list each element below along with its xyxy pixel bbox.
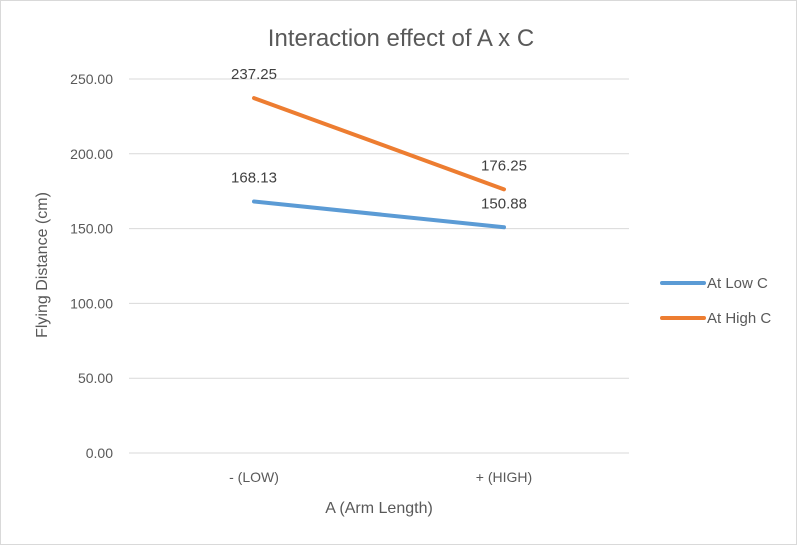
series-line-0 — [252, 199, 506, 230]
series-line-1 — [252, 96, 506, 192]
data-label: 168.13 — [231, 169, 277, 186]
y-tick-label: 0.00 — [86, 445, 113, 461]
y-tick-label: 250.00 — [70, 71, 113, 87]
legend-label: At High C — [707, 310, 771, 327]
x-axis-title: A (Arm Length) — [325, 500, 433, 517]
x-tick-label: + (HIGH) — [476, 469, 532, 485]
x-tick-label: - (LOW) — [229, 469, 279, 485]
x-tick-labels: - (LOW) + (HIGH) — [229, 469, 532, 485]
legend-label: At Low C — [707, 275, 768, 292]
y-tick-label: 100.00 — [70, 295, 113, 311]
legend: At Low C At High C — [660, 275, 771, 327]
y-tick-label: 50.00 — [78, 370, 113, 386]
y-tick-label: 150.00 — [70, 221, 113, 237]
y-axis-title: Flying Distance (cm) — [34, 192, 51, 338]
data-label: 150.88 — [481, 195, 527, 212]
data-labels: 168.13 150.88 237.25 176.25 — [231, 66, 527, 212]
data-label: 237.25 — [231, 66, 277, 83]
gridlines — [129, 78, 629, 454]
y-tick-labels: 0.00 50.00 100.00 150.00 200.00 250.00 — [70, 71, 113, 461]
y-tick-label: 200.00 — [70, 146, 113, 162]
chart-title: Interaction effect of A x C — [268, 25, 534, 52]
series-lines — [252, 96, 506, 230]
data-label: 176.25 — [481, 157, 527, 174]
